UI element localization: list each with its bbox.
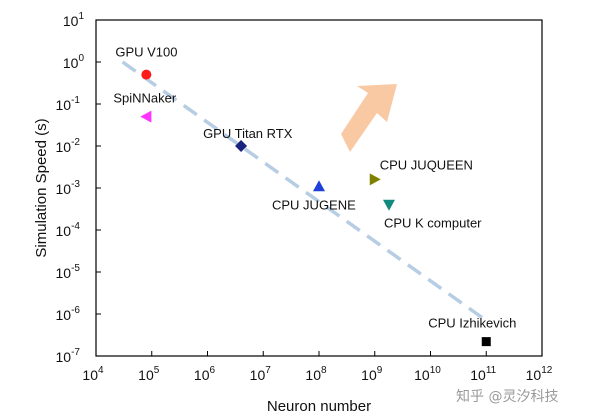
label-gpu-titan-rtx: GPU Titan RTX xyxy=(203,126,293,141)
marker-cpu-jugene xyxy=(313,180,325,192)
label-cpu-jugene: CPU JUGENE xyxy=(272,197,356,212)
y-tick-label: 100 xyxy=(63,53,85,71)
label-spinnaker: SpiNNaker xyxy=(113,91,177,106)
x-tick-label: 1010 xyxy=(414,365,441,383)
marker-spinnaker xyxy=(140,110,152,123)
marker-gpu-v100 xyxy=(141,69,152,80)
label-cpu-izhikevich: CPU Izhikevich xyxy=(428,316,516,331)
y-tick-label: 10-1 xyxy=(56,95,81,113)
y-axis-label: Simulation Speed (s) xyxy=(33,118,50,257)
marker-cpu-k-computer xyxy=(382,199,395,211)
x-tick-label: 108 xyxy=(305,365,327,383)
point-labels: GPU V100 SpiNNaker GPU Titan RTX CPU JUGENE… xyxy=(113,45,516,331)
y-tick-label: 10-7 xyxy=(56,347,81,365)
y-axis: 101 100 10-1 10-2 10-3 10-4 10-5 10-6 10-7 xyxy=(56,11,101,365)
x-tick-label: 1012 xyxy=(526,365,553,383)
marker-cpu-juqueen xyxy=(369,173,381,186)
label-cpu-k-computer: CPU K computer xyxy=(384,216,482,231)
y-tick-label: 10-3 xyxy=(56,179,81,197)
x-tick-label: 106 xyxy=(194,365,216,383)
marker-gpu-titan-rtx xyxy=(235,140,248,152)
x-tick-label: 109 xyxy=(361,365,383,383)
y-tick-label: 10-6 xyxy=(56,305,81,323)
y-tick-label: 10-2 xyxy=(56,137,81,155)
data-points xyxy=(140,69,491,347)
y-tick-label: 101 xyxy=(63,11,85,29)
x-tick-label: 105 xyxy=(138,365,160,383)
x-axis: 104 105 106 107 108 109 1010 1011 1012 xyxy=(82,351,553,383)
watermark: 知乎 @灵汐科技 xyxy=(456,389,559,405)
x-axis-label: Neuron number xyxy=(267,398,371,415)
y-tick-label: 10-5 xyxy=(56,263,81,281)
x-tick-label: 107 xyxy=(250,365,272,383)
label-cpu-juqueen: CPU JUQUEEN xyxy=(380,157,473,172)
label-gpu-v100: GPU V100 xyxy=(115,45,177,60)
x-tick-label: 1011 xyxy=(470,365,496,383)
marker-cpu-izhikevich xyxy=(481,337,491,347)
x-tick-label: 104 xyxy=(82,365,104,383)
direction-arrow-icon xyxy=(341,84,397,152)
y-tick-label: 10-4 xyxy=(56,221,81,239)
